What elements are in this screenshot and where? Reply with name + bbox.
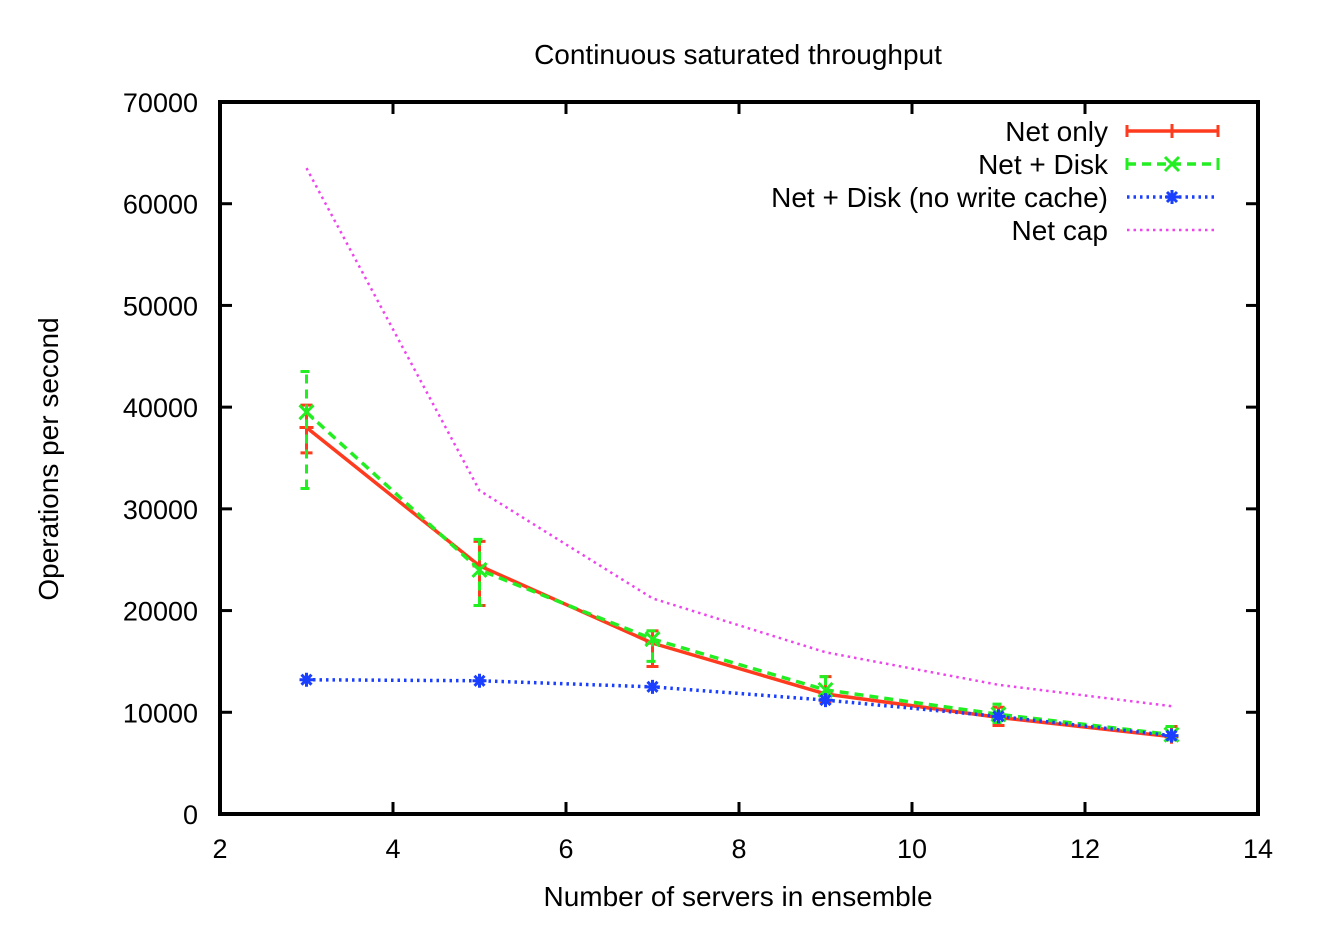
plus-marker xyxy=(1165,124,1179,138)
x-marker xyxy=(817,681,834,698)
legend-item-1: Net + Disk xyxy=(978,149,1220,180)
legend-item-2: Net + Disk (no write cache) xyxy=(771,182,1218,213)
y-tick-label: 70000 xyxy=(123,88,198,118)
y-tick-label: 50000 xyxy=(123,291,198,321)
legend-label: Net only xyxy=(1005,116,1108,147)
series-line xyxy=(305,167,1172,708)
series-line xyxy=(306,677,1172,738)
star-marker xyxy=(1165,190,1179,204)
legend-item-0: Net only xyxy=(1005,116,1220,147)
star-marker xyxy=(299,672,314,687)
x-tick-label: 4 xyxy=(385,834,400,864)
legend-label: Net + Disk (no write cache) xyxy=(771,182,1108,213)
star-marker xyxy=(645,679,660,694)
ticks-layer: 2 4 6 8 10 12 14 0 10000 20000 30000 40000 50000 6000… xyxy=(123,88,1273,864)
y-tick-label: 10000 xyxy=(123,698,198,728)
y-tick-label: 20000 xyxy=(123,597,198,627)
star-marker xyxy=(1164,728,1179,743)
legend-errorbar-cap xyxy=(1125,125,1220,137)
legend-errorbar-cap xyxy=(1125,158,1220,170)
x-marker xyxy=(471,561,488,578)
y-tick-label: 30000 xyxy=(123,495,198,525)
x-marker xyxy=(298,404,315,421)
error-bar xyxy=(300,370,313,491)
legend-label: Net cap xyxy=(1012,215,1109,246)
legend-item-3: Net cap xyxy=(1012,215,1218,246)
x-tick-label: 12 xyxy=(1070,834,1100,864)
series-3 xyxy=(305,167,1172,708)
chart-title: Continuous saturated throughput xyxy=(534,39,942,70)
x-marker xyxy=(644,630,661,648)
series-2 xyxy=(299,672,1179,743)
star-marker xyxy=(818,693,833,708)
x-tick-label: 10 xyxy=(897,834,927,864)
x-marker xyxy=(1163,155,1181,173)
legend-label: Net + Disk xyxy=(978,149,1109,180)
x-tick-label: 8 xyxy=(731,834,746,864)
star-marker xyxy=(472,673,487,688)
x-tick-label: 14 xyxy=(1243,834,1273,864)
y-axis-title: Operations per second xyxy=(33,317,64,600)
series-0 xyxy=(299,403,1179,744)
x-tick-label: 6 xyxy=(558,834,573,864)
error-bar xyxy=(473,537,486,607)
series-1 xyxy=(298,370,1180,743)
y-tick-label: 0 xyxy=(183,800,198,830)
y-tick-label: 60000 xyxy=(123,190,198,220)
plot-frame xyxy=(218,100,1260,816)
x-tick-label: 2 xyxy=(212,834,227,864)
x-axis-title: Number of servers in ensemble xyxy=(543,881,932,912)
series-layer xyxy=(298,167,1180,744)
error-bar xyxy=(646,629,659,663)
y-tick-label: 40000 xyxy=(123,393,198,423)
series-line xyxy=(305,410,1172,737)
star-marker xyxy=(991,709,1006,724)
